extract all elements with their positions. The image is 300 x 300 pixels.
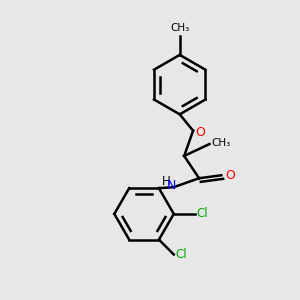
Text: H: H xyxy=(162,175,171,188)
Text: CH₃: CH₃ xyxy=(170,23,189,33)
Text: CH₃: CH₃ xyxy=(212,138,231,148)
Text: O: O xyxy=(225,169,235,182)
Text: N: N xyxy=(167,179,176,192)
Text: O: O xyxy=(196,126,205,139)
Text: Cl: Cl xyxy=(196,207,208,220)
Text: Cl: Cl xyxy=(175,248,187,261)
